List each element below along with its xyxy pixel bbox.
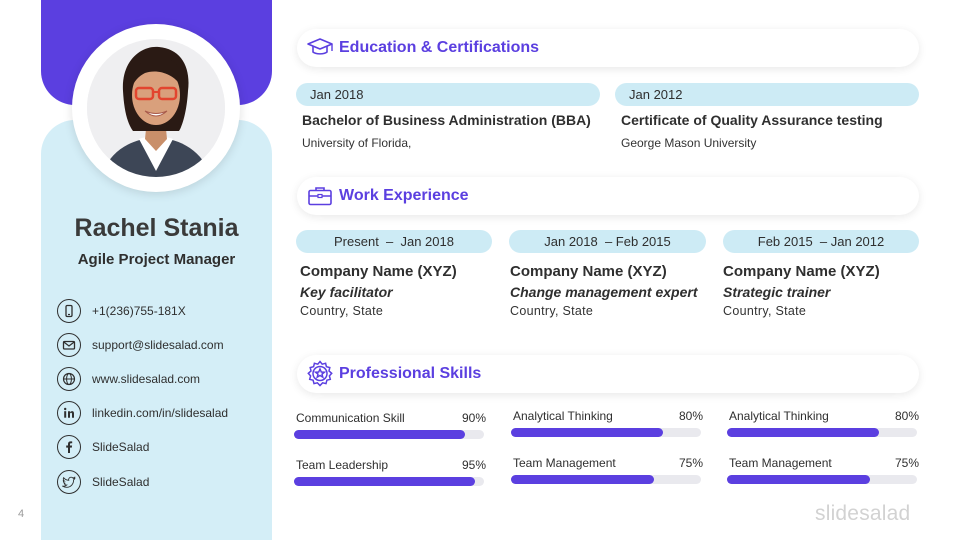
work-location: Country, State: [300, 304, 384, 318]
skill-label: Team Management: [729, 456, 832, 470]
skill-bar-fill: [294, 430, 465, 439]
skill-bar-track: [727, 475, 917, 484]
skill-percent: 90%: [461, 411, 486, 425]
skill-label: Team Leadership: [296, 458, 389, 472]
education-section-header: Education & Certifications: [297, 29, 919, 67]
contact-website[interactable]: www.slidesalad.com: [57, 366, 200, 392]
education-institution: George Mason University: [621, 136, 757, 150]
phone-icon: [57, 299, 81, 323]
education-section-title: Education & Certifications: [339, 39, 540, 56]
page-number: 4: [18, 508, 25, 520]
education-date: Jan 2018: [310, 87, 364, 102]
education-degree: Bachelor of Business Administration (BBA…: [302, 112, 591, 128]
gear-star-icon: [305, 359, 335, 389]
work-date: Jan 2018 – Feb 2015: [544, 234, 671, 249]
brand-logo: slidesalad: [815, 502, 911, 525]
linkedin-icon: [57, 401, 81, 425]
work-section-header: Work Experience: [297, 177, 919, 215]
education-date: Jan 2012: [629, 87, 683, 102]
work-location: Country, State: [723, 304, 807, 318]
work-role: Change management expert: [510, 284, 698, 300]
work-date: Feb 2015 – Jan 2012: [757, 234, 885, 249]
contact-website-text: www.slidesalad.com: [92, 372, 201, 386]
facebook-icon: [57, 435, 81, 459]
skill-percent: 75%: [894, 456, 919, 470]
profile-photo: [87, 39, 225, 177]
globe-icon: [57, 367, 81, 391]
skill-label: Communication Skill: [296, 411, 405, 425]
education-institution: University of Florida,: [302, 136, 412, 150]
contact-phone-text: +1(236)755-181X: [92, 304, 186, 318]
work-location: Country, State: [510, 304, 594, 318]
twitter-icon: [57, 470, 81, 494]
profile-role: Agile Project Manager: [77, 251, 236, 268]
skill-bar-fill: [511, 428, 663, 437]
skill-label: Analytical Thinking: [513, 409, 613, 423]
skill-bar-fill: [727, 475, 870, 484]
skill-bar-track: [294, 477, 484, 486]
skill-bar-fill: [511, 475, 654, 484]
skill-percent: 95%: [461, 458, 486, 472]
work-role: Strategic trainer: [723, 284, 831, 300]
graduation-cap-icon: [305, 33, 335, 63]
skill-bar-fill: [294, 477, 475, 486]
work-section-title: Work Experience: [339, 187, 469, 204]
contact-email[interactable]: support@slidesalad.com: [57, 332, 224, 358]
work-date-pill: Present – Jan 2018: [296, 230, 492, 253]
contact-facebook-text: SlideSalad: [92, 440, 150, 454]
skill-label: Analytical Thinking: [729, 409, 829, 423]
work-date: Present – Jan 2018: [334, 234, 454, 249]
skill-percent: 80%: [894, 409, 919, 423]
contact-linkedin[interactable]: linkedin.com/in/slidesalad: [57, 400, 228, 426]
skill-bar-track: [511, 428, 701, 437]
mail-icon: [57, 333, 81, 357]
contact-email-text: support@slidesalad.com: [92, 338, 224, 352]
contact-twitter[interactable]: SlideSalad: [57, 469, 149, 495]
skill-percent: 80%: [678, 409, 703, 423]
skills-section-header: Professional Skills: [297, 355, 919, 393]
skill-percent: 75%: [678, 456, 703, 470]
skill-bar-track: [294, 430, 484, 439]
education-degree: Certificate of Quality Assurance testing: [621, 112, 883, 128]
contact-phone[interactable]: +1(236)755-181X: [57, 298, 186, 324]
education-date-pill: Jan 2018: [296, 83, 600, 106]
work-company: Company Name (XYZ): [510, 263, 667, 280]
work-date-pill: Feb 2015 – Jan 2012: [723, 230, 919, 253]
work-role: Key facilitator: [300, 284, 393, 300]
briefcase-icon: [305, 181, 335, 211]
contact-twitter-text: SlideSalad: [92, 475, 150, 489]
profile-name: Rachel Stania: [74, 214, 239, 242]
skill-bar-fill: [727, 428, 879, 437]
work-company: Company Name (XYZ): [723, 263, 880, 280]
contact-facebook[interactable]: SlideSalad: [57, 434, 149, 460]
skill-bar-track: [727, 428, 917, 437]
work-date-pill: Jan 2018 – Feb 2015: [509, 230, 706, 253]
avatar: [87, 39, 225, 177]
work-company: Company Name (XYZ): [300, 263, 457, 280]
skill-bar-track: [511, 475, 701, 484]
contact-linkedin-text: linkedin.com/in/slidesalad: [92, 406, 229, 420]
skills-section-title: Professional Skills: [339, 365, 482, 382]
education-date-pill: Jan 2012: [615, 83, 919, 106]
skill-label: Team Management: [513, 456, 616, 470]
